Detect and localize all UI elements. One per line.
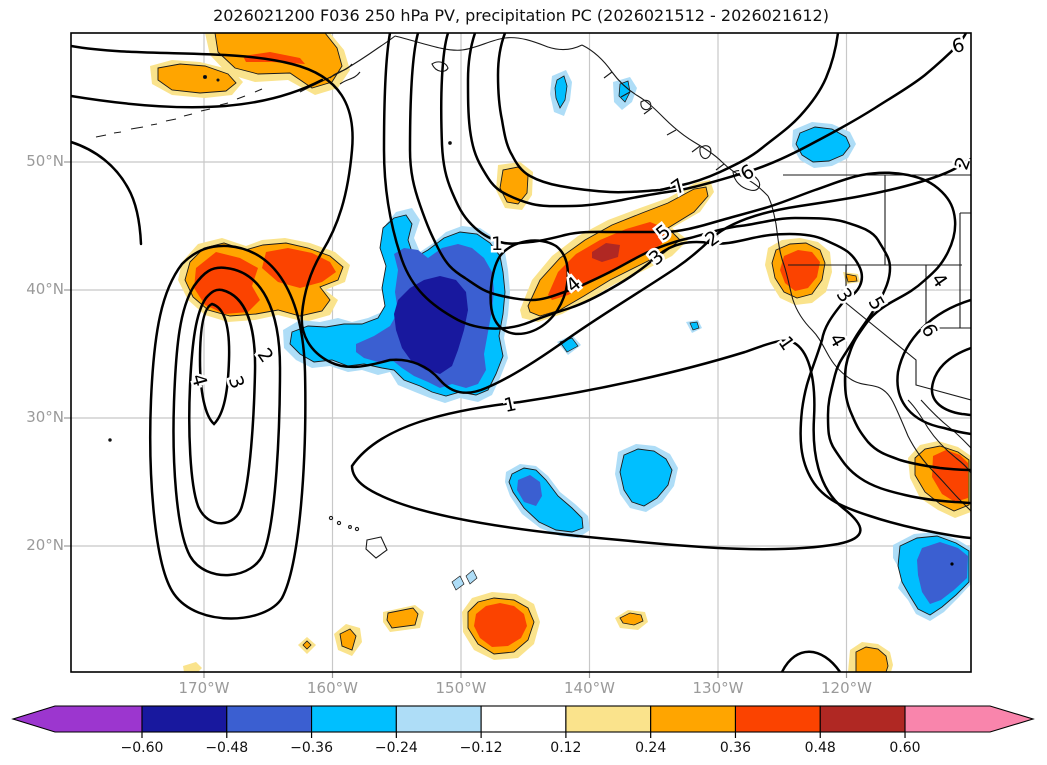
colorbar-segment [141,705,228,733]
plot-border [70,32,972,673]
colorbar-segment [650,705,737,733]
colorbar-tick-label: 0.12 [550,740,582,756]
x-axis-tick-label: 130°W [692,679,744,697]
x-axis-tick-label: 150°W [435,679,487,697]
x-axis-tick-label: 120°W [821,679,872,697]
colorbar-tick-label: 0.48 [804,740,836,756]
colorbar-segment [226,705,313,733]
colorbar-over-arrow [904,705,1035,733]
colorbar-segment [395,705,482,733]
plot-title: 2026021200 F036 250 hPa PV, precipitatio… [213,6,829,25]
colorbar-tick-label: −0.36 [290,740,333,756]
y-axis-tick-label: 20°N [26,536,64,554]
contour-label: 1 [491,233,503,255]
colorbar-tick-label: −0.60 [120,740,164,756]
colorbar-tick-label: −0.48 [205,740,249,756]
colorbar-segment [480,705,567,733]
colorbar-tick-label: 0.36 [719,740,752,756]
x-axis-tick-label: 160°W [307,679,358,697]
colorbar-under-arrow [11,705,143,733]
pv-contours [71,33,971,672]
colorbar-tick-label: −0.24 [374,740,418,756]
y-axis-tick-label: 50°N [26,152,64,170]
colorbar-segment [734,705,821,733]
y-axis-tick-label: 30°N [26,408,64,426]
y-axis-tick-label: 40°N [26,280,64,298]
colorbar-segment [311,705,397,733]
colorbar-tick-label: 0.60 [889,740,921,756]
colorbar-segment [819,705,906,733]
x-axis-tick-label: 140°W [564,679,615,697]
colorbar-segment [565,705,652,733]
colorbar-tick-label: 0.24 [635,740,667,756]
colorbar-tick-label: −0.12 [459,740,503,756]
x-axis-tick-label: 170°W [178,679,230,697]
